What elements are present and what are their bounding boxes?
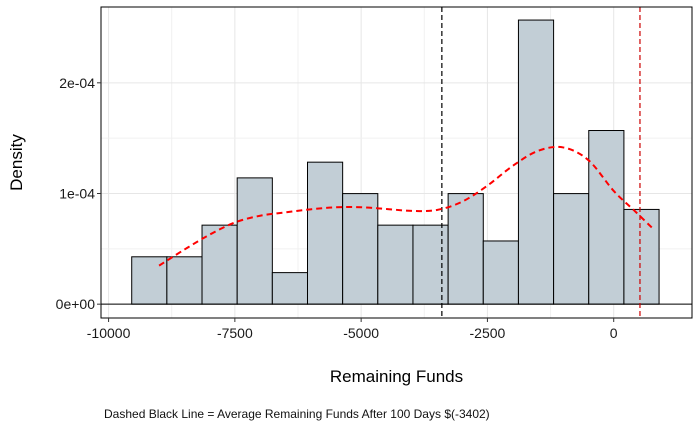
- histogram-bar: [482, 240, 519, 305]
- chart-caption: Dashed Black Line = Average Remaining Fu…: [104, 407, 490, 421]
- histogram-bar: [588, 130, 625, 305]
- histogram-bars: [131, 19, 660, 305]
- y-axis-ticks: 0e+00 1e-04 2e-04: [56, 75, 101, 312]
- histogram-bar: [447, 193, 484, 305]
- histogram-bar: [517, 19, 555, 305]
- histogram-bar: [342, 193, 379, 305]
- density-curve: [158, 145, 655, 267]
- reference-lines: [441, 7, 641, 318]
- plot-panel-border: [100, 6, 693, 319]
- histogram-bar: [166, 256, 203, 305]
- histogram-bar: [236, 177, 273, 305]
- histogram-bar: [271, 272, 308, 305]
- histogram-bar: [412, 224, 449, 305]
- histogram-bar: [377, 224, 414, 305]
- y-tick-label: 1e-04: [59, 185, 95, 201]
- x-tick-label: -7500: [217, 325, 253, 341]
- histogram-bar: [553, 193, 590, 305]
- x-axis-ticks: -10000 -7500 -5000 -2500 0: [87, 318, 618, 341]
- x-axis-title: Remaining Funds: [330, 367, 463, 386]
- histogram-bar: [201, 224, 238, 305]
- y-tick-label: 0e+00: [56, 296, 96, 312]
- histogram-bar: [623, 208, 660, 305]
- x-tick-label: -2500: [470, 325, 506, 341]
- y-axis-title: Density: [7, 134, 26, 191]
- y-tick-label: 2e-04: [59, 75, 95, 91]
- x-tick-label: -5000: [343, 325, 379, 341]
- histogram-bar: [306, 161, 344, 305]
- x-tick-label: 0: [610, 325, 618, 341]
- x-tick-label: -10000: [87, 325, 131, 341]
